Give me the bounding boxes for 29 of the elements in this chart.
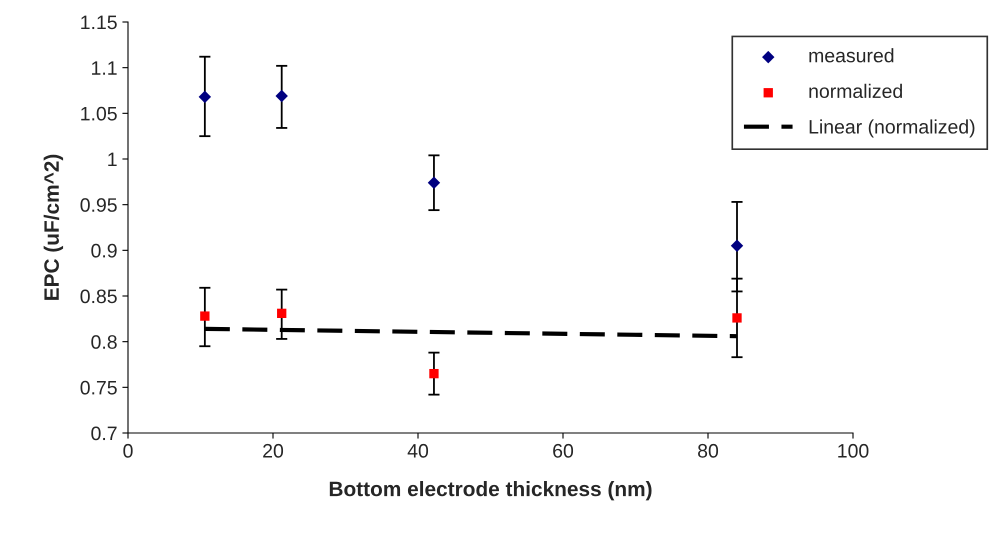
y-tick-label: 0.75: [80, 380, 117, 395]
point: [200, 311, 210, 321]
x-tick-label: 40: [408, 444, 428, 458]
y-tick-label: 1.05: [81, 106, 117, 121]
legend-label: Linear (normalized): [810, 119, 974, 138]
y-tick-label: 1: [108, 152, 117, 166]
point: [428, 176, 440, 189]
x-tick-label: 0: [123, 444, 133, 458]
legend-label: normalized: [809, 84, 902, 98]
x-tick-label: 80: [698, 444, 718, 458]
point: [730, 240, 744, 252]
point: [275, 90, 288, 102]
x-tick-label: 100: [838, 444, 868, 458]
x-axis-title: Bottom electrode thickness (nm): [330, 480, 652, 500]
x-tick-label: 20: [263, 444, 284, 458]
point: [198, 90, 212, 104]
point: [732, 313, 742, 323]
y-tick-label: 0.9: [91, 244, 117, 258]
x-tick-label: 60: [553, 444, 574, 458]
y-tick-label: 0.7: [91, 426, 117, 440]
point: [277, 308, 286, 318]
y-tick-label: 1.1: [92, 61, 117, 75]
point: [429, 368, 439, 378]
legend-label: measured: [809, 48, 894, 62]
y-tick-label: 1.15: [81, 16, 117, 30]
y-axis-title: EPC (uF/cm^2): [44, 154, 64, 300]
y-tick-label: 0.95: [80, 198, 117, 212]
y-tick-label: 0.85: [80, 289, 117, 304]
y-tick-label: 0.8: [91, 335, 117, 349]
